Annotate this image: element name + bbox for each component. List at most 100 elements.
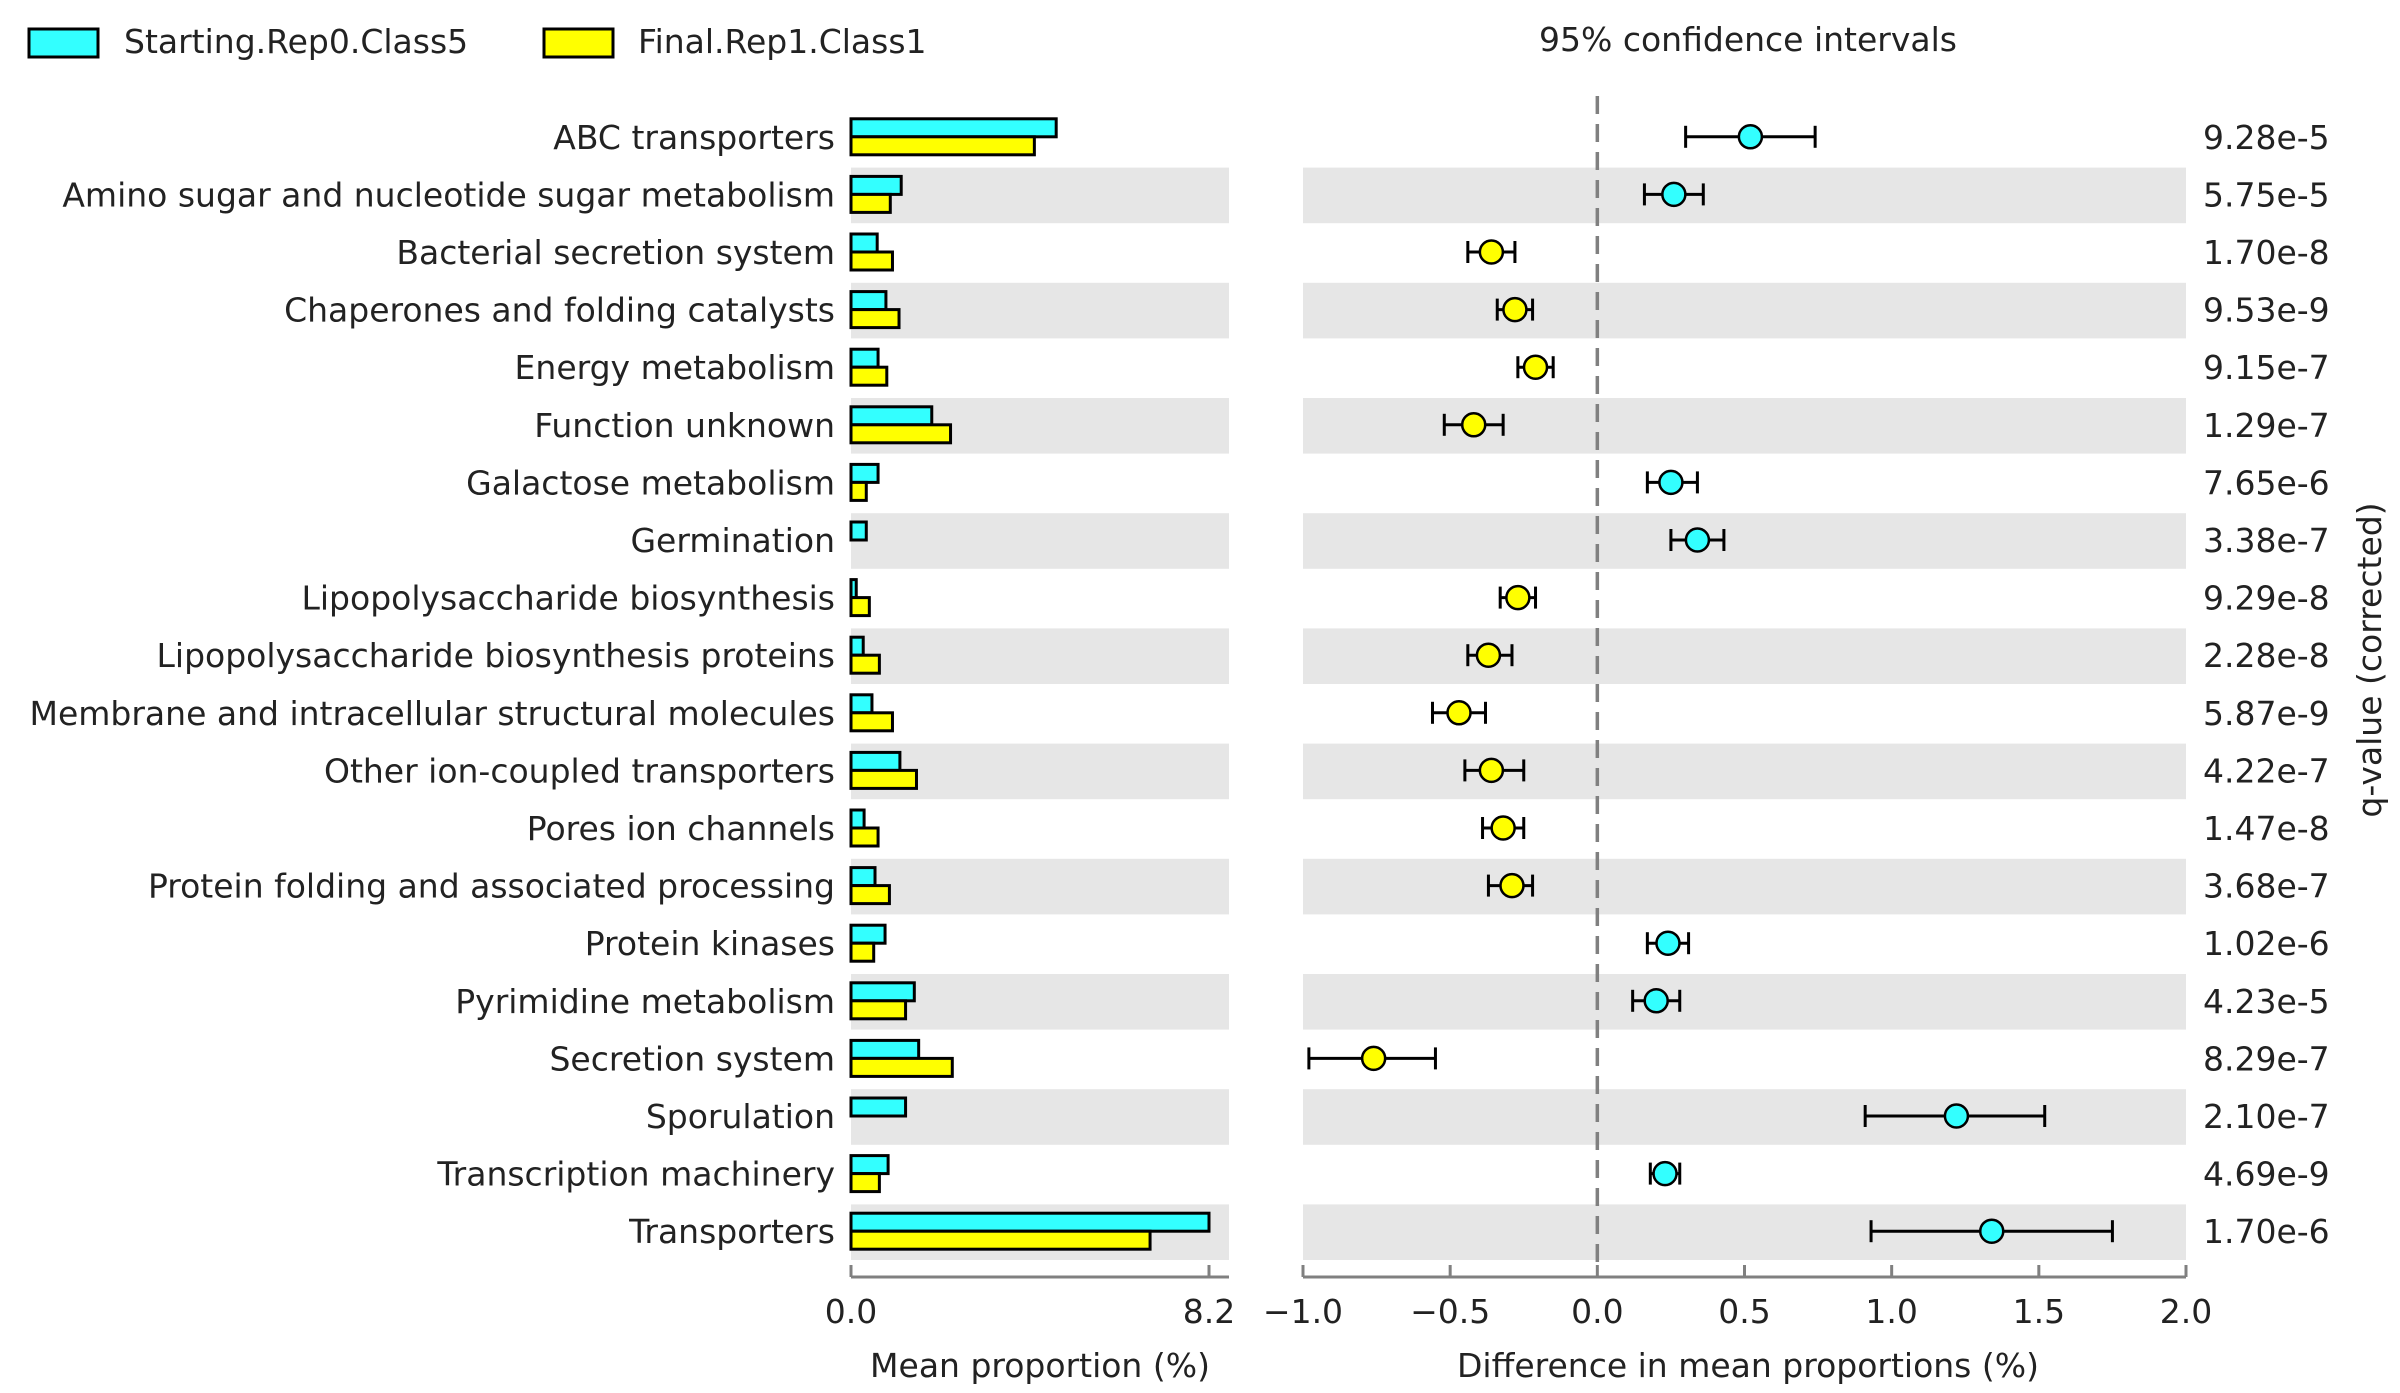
row-band xyxy=(1303,628,2186,684)
bar-final xyxy=(849,423,953,445)
ci-point xyxy=(1652,1160,1678,1187)
q-value: 1.70e-6 xyxy=(2203,1212,2330,1251)
q-value: 1.29e-7 xyxy=(2203,406,2330,445)
category-label: Amino sugar and nucleotide sugar metabol… xyxy=(62,175,835,214)
q-value: 4.69e-9 xyxy=(2203,1155,2330,1194)
legend: Starting.Rep0.Class5 Final.Rep1.Class1 xyxy=(27,22,927,61)
category-label: Function unknown xyxy=(534,406,835,445)
right-axis-tick-label: 1.0 xyxy=(1865,1292,1917,1331)
q-value: 2.10e-7 xyxy=(2203,1097,2330,1136)
bar-starting xyxy=(849,290,888,312)
category-label: ABC transporters xyxy=(553,118,835,157)
bar-starting xyxy=(849,981,916,1003)
category-label: Protein kinases xyxy=(585,924,835,963)
ci-point xyxy=(1737,124,1764,150)
category-label: Transporters xyxy=(628,1212,835,1251)
q-value: 8.29e-7 xyxy=(2203,1039,2330,1078)
ci-point xyxy=(1643,988,1669,1014)
right-axis-tick-label: 0.0 xyxy=(1571,1292,1623,1331)
bar-starting xyxy=(849,1211,1211,1233)
ci-point xyxy=(1478,239,1505,265)
q-value: 9.53e-9 xyxy=(2203,291,2330,330)
category-label: Energy metabolism xyxy=(515,348,835,387)
ci-point xyxy=(1655,930,1681,956)
q-value: 4.22e-7 xyxy=(2203,751,2330,790)
bar-final xyxy=(849,1229,1152,1251)
q-value: 5.87e-9 xyxy=(2203,694,2330,733)
row-band xyxy=(851,282,1229,339)
bar-final xyxy=(849,941,876,963)
category-label: Membrane and intracellular structural mo… xyxy=(30,694,836,733)
right-axis-tick-label: 1.5 xyxy=(2013,1292,2065,1331)
q-value: 4.23e-5 xyxy=(2203,982,2330,1021)
q-value: 9.28e-5 xyxy=(2203,118,2330,157)
bar-marks xyxy=(849,117,1211,1251)
bar-final xyxy=(849,365,889,387)
bar-starting xyxy=(849,635,865,657)
row-band xyxy=(1303,858,2186,915)
bar-starting xyxy=(849,578,858,600)
bar-final xyxy=(849,135,1036,157)
row-band xyxy=(1303,974,2186,1030)
category-label: Sporulation xyxy=(646,1097,835,1136)
ci-point xyxy=(1490,815,1516,841)
ci-point xyxy=(1522,354,1549,380)
bar-final xyxy=(849,250,894,272)
q-value: 5.75e-5 xyxy=(2203,175,2330,214)
bar-starting xyxy=(849,174,903,196)
bar-final xyxy=(849,999,908,1021)
bar-starting xyxy=(849,1154,890,1176)
bar-starting xyxy=(849,117,1058,139)
bar-final xyxy=(849,596,871,618)
bar-starting xyxy=(849,520,868,542)
category-label: Protein folding and associated processin… xyxy=(148,867,835,906)
left-axis-tick-label: 0.0 xyxy=(825,1292,877,1331)
bar-final xyxy=(849,653,881,675)
ci-point xyxy=(1978,1218,2005,1244)
ci-point xyxy=(1360,1045,1387,1072)
ci-point xyxy=(1661,181,1687,208)
ci-marks xyxy=(1307,124,2114,1244)
bar-starting xyxy=(849,866,877,888)
category-label: Lipopolysaccharide biosynthesis xyxy=(302,579,836,618)
row-band xyxy=(851,1089,1229,1145)
bar-starting xyxy=(849,405,934,427)
category-label: Bacterial secretion system xyxy=(396,233,835,272)
q-value: 7.65e-6 xyxy=(2203,463,2330,502)
ci-point xyxy=(1684,527,1711,553)
ci-point xyxy=(1943,1103,1970,1129)
left-x-axis: 0.0 8.2 xyxy=(825,1265,1235,1331)
bar-starting xyxy=(849,347,880,369)
q-value: 9.15e-7 xyxy=(2203,348,2330,387)
bar-starting xyxy=(849,1096,908,1118)
category-label: Germination xyxy=(630,521,835,560)
bar-final xyxy=(849,711,894,733)
row-band xyxy=(851,513,1229,569)
ci-point xyxy=(1658,469,1684,496)
ci-point xyxy=(1502,296,1528,323)
left-axis-tick-label: 8.2 xyxy=(1183,1292,1235,1331)
category-label: Lipopolysaccharide biosynthesis proteins xyxy=(157,636,835,675)
row-bands xyxy=(851,167,2186,1260)
q-value: 1.70e-8 xyxy=(2203,233,2330,272)
bar-final xyxy=(849,308,901,330)
row-band xyxy=(851,167,1229,224)
q-value-labels: 9.28e-5 5.75e-5 1.70e-8 9.53e-9 9.15e-7 1.29e… xyxy=(2203,118,2330,1251)
legend-swatch-starting xyxy=(27,27,100,59)
bar-final xyxy=(849,192,892,214)
row-band xyxy=(1303,282,2186,339)
right-axis-tick-label: 0.5 xyxy=(1718,1292,1770,1331)
category-label: Pyrimidine metabolism xyxy=(455,982,835,1021)
row-band xyxy=(1303,743,2186,800)
q-value: 2.28e-8 xyxy=(2203,636,2330,675)
category-label: Other ion-coupled transporters xyxy=(324,751,835,790)
q-value: 1.47e-8 xyxy=(2203,809,2330,848)
bar-starting xyxy=(849,923,887,945)
category-labels: ABC transporters Amino sugar and nucleoti… xyxy=(30,118,836,1251)
q-value: 3.68e-7 xyxy=(2203,867,2330,906)
right-x-axis: −1.0 −0.5 0.0 0.5 1.0 1.5 2.0 xyxy=(1263,1265,2212,1331)
category-label: Galactose metabolism xyxy=(466,463,835,502)
category-label: Chaperones and folding catalysts xyxy=(284,291,835,330)
category-label: Transcription machinery xyxy=(436,1155,835,1194)
ci-point xyxy=(1478,757,1505,784)
